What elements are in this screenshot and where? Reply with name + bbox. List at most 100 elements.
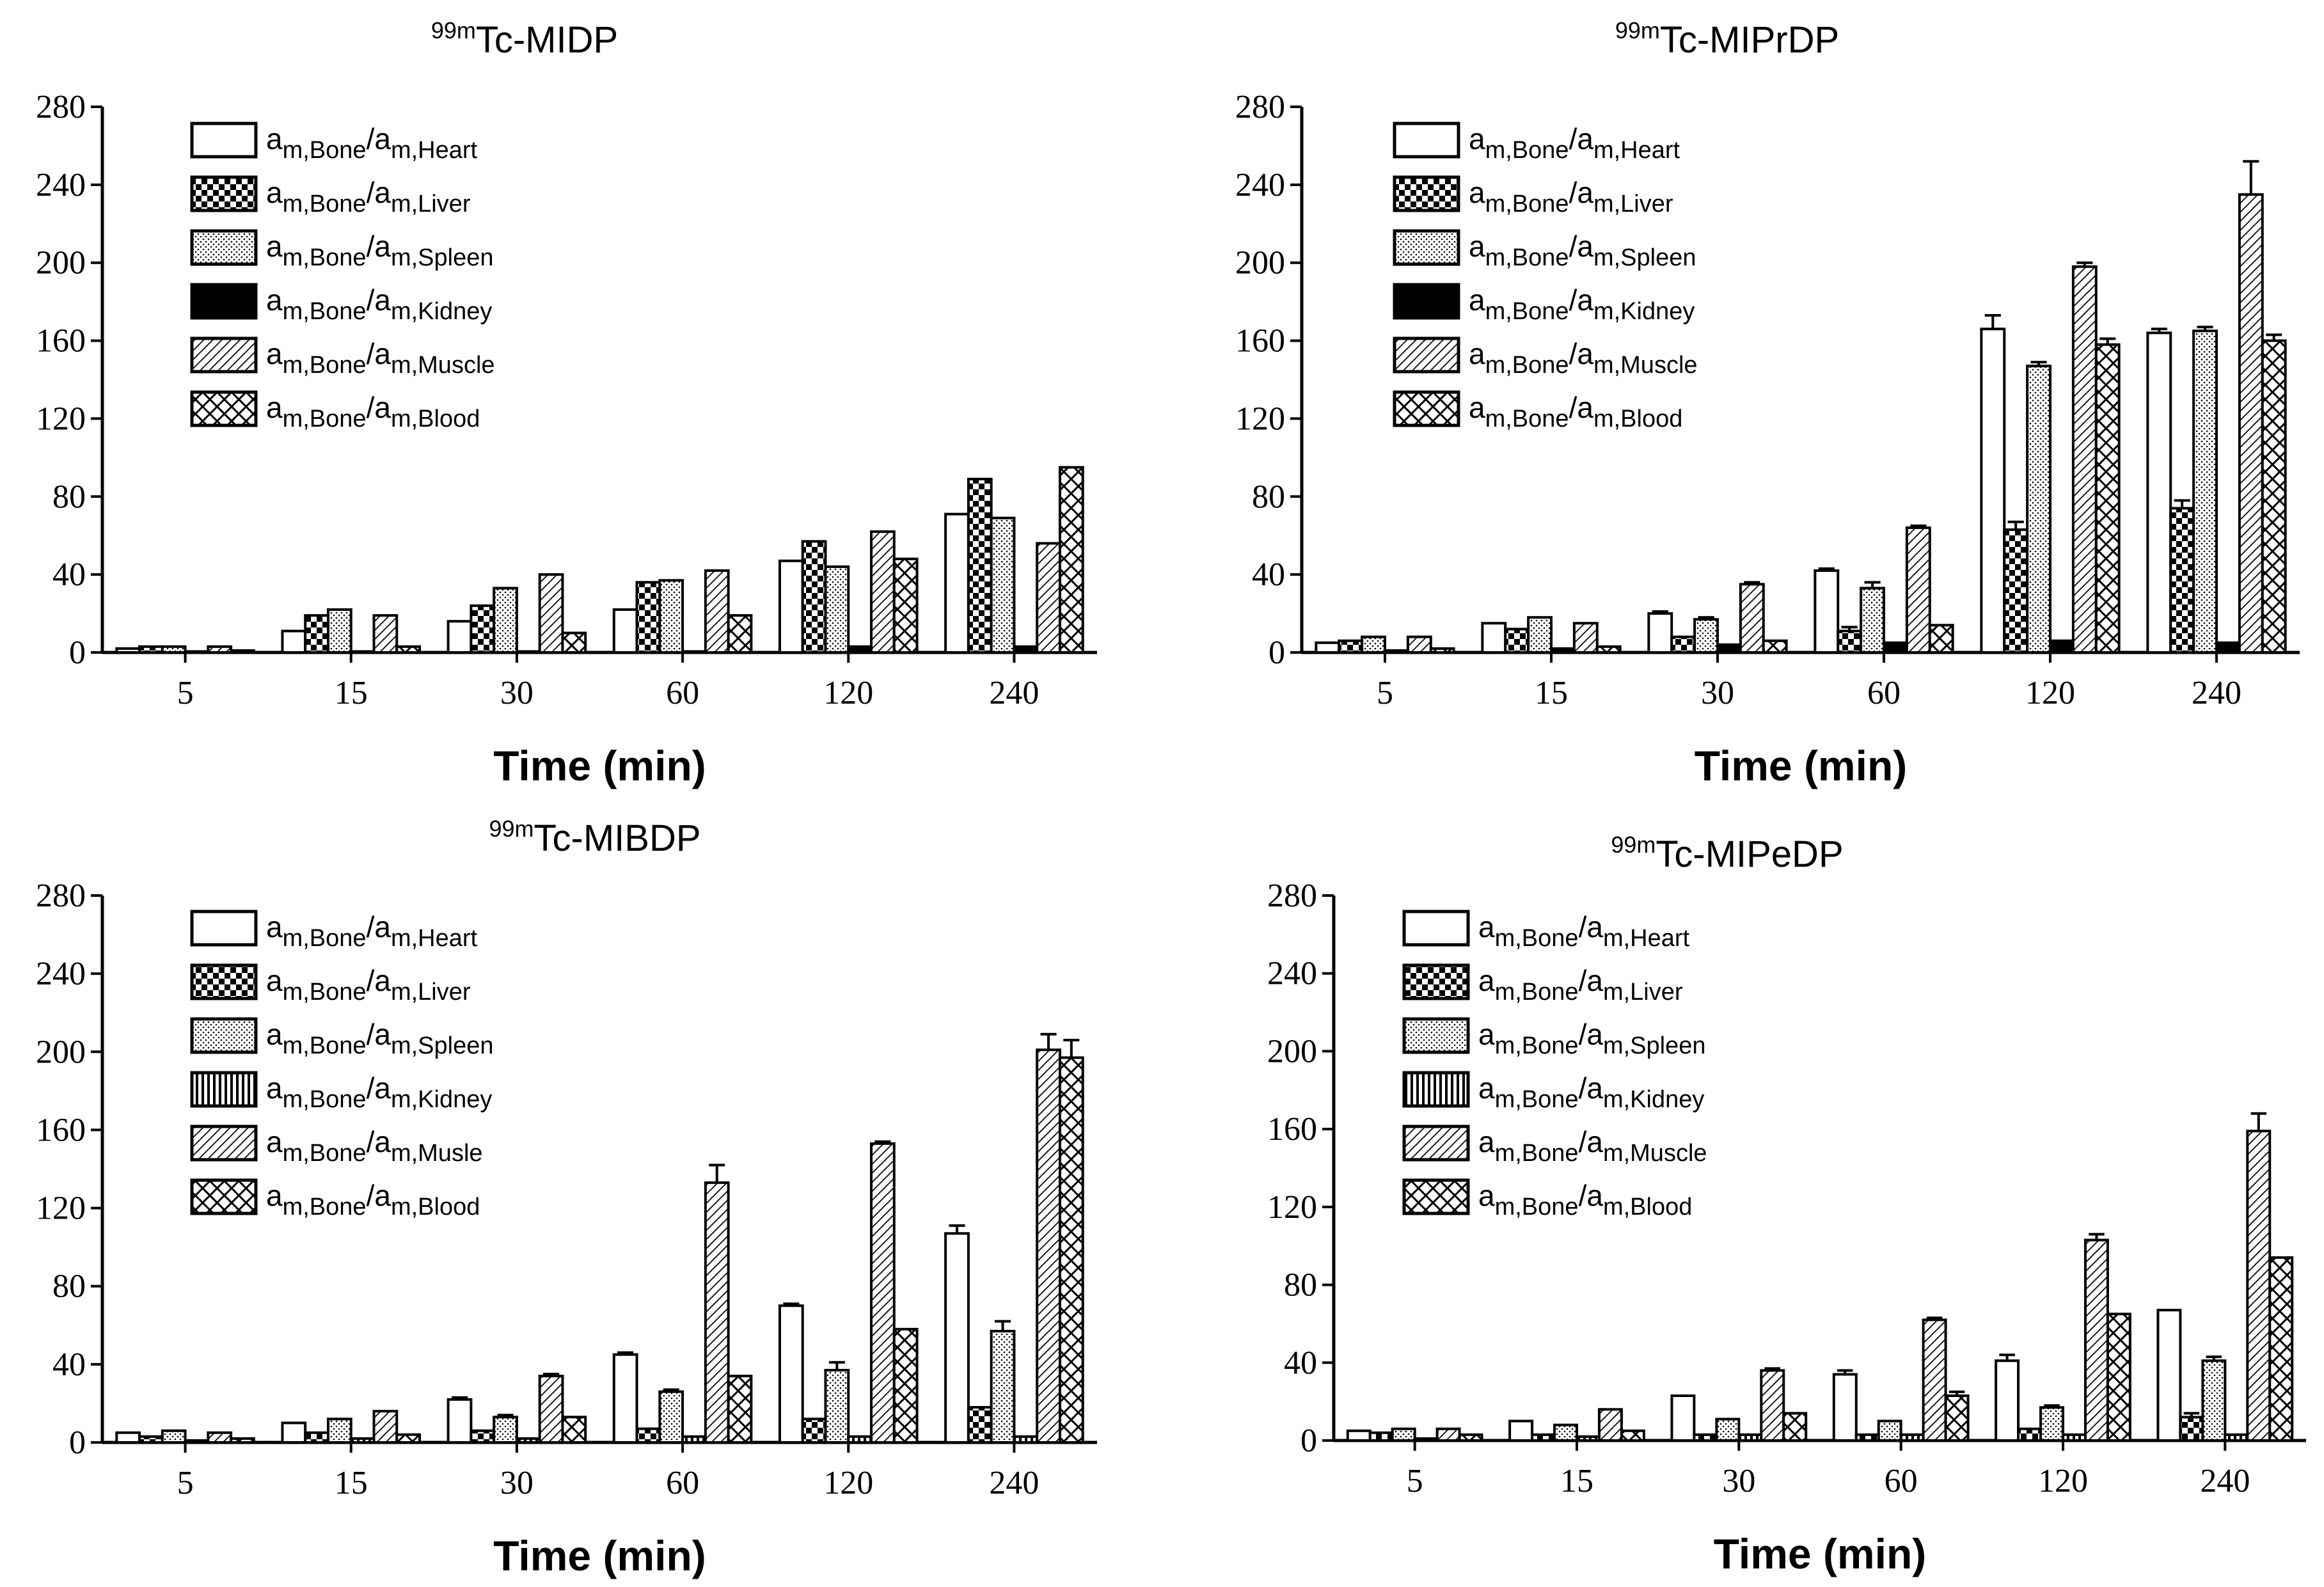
bar-heart-240 — [2146, 331, 2172, 654]
bar-liver-60 — [635, 581, 661, 654]
legend-label-spleen: am,Bone/am,Spleen — [266, 1018, 493, 1059]
legend-swatch-liver — [1393, 175, 1460, 212]
bar-muscle-15 — [1597, 1408, 1623, 1442]
bar-liver-5 — [138, 645, 164, 654]
bar-blood-30 — [561, 631, 587, 654]
bar-spleen-15 — [1527, 616, 1553, 654]
bar-spleen-15 — [326, 608, 352, 654]
bar-liver-240 — [967, 477, 993, 654]
bar-kidney-120 — [847, 1435, 873, 1444]
bar-spleen-60 — [658, 579, 684, 654]
bar-spleen-30 — [1715, 1417, 1741, 1442]
legend-swatch-spleen — [190, 229, 258, 266]
x-tick-label: 120 — [2025, 675, 2075, 711]
chart-panel-4: 99mTc-MIPeDP 0 40 80 120 160 200 240 280 5 15 30 60 1… — [1267, 832, 2306, 1577]
bar-muscle-5 — [1406, 635, 1432, 654]
x-axis-label: Time (min) — [493, 742, 706, 789]
bar-heart-60 — [1814, 569, 1840, 654]
x-tick-label: 15 — [335, 675, 368, 711]
legend-label-liver: am,Bone/am,Liver — [1469, 176, 1673, 217]
bar-spleen-15 — [1553, 1423, 1579, 1442]
bar-spleen-60 — [658, 1390, 684, 1444]
chart-panel-3: 99mTc-MIBDP 0 40 80 120 160 200 240 280 5 15 30 60 12… — [36, 816, 1097, 1579]
x-tick-label: 240 — [2200, 1463, 2250, 1499]
bar-blood-240 — [2268, 1256, 2294, 1442]
bar-kidney-240 — [1013, 645, 1039, 654]
legend-swatch-heart — [190, 910, 258, 947]
legend-swatch-liver — [190, 175, 258, 212]
y-tick-label: 0 — [1269, 635, 1285, 671]
bar-blood-15 — [395, 645, 422, 654]
chart-title: 99mTc-MIPeDP — [1611, 832, 1843, 875]
bar-spleen-30 — [1693, 618, 1719, 654]
bar-kidney-60 — [681, 650, 707, 654]
chart-title: 99mTc-MIBDP — [489, 816, 700, 859]
y-tick-label: 120 — [36, 1190, 86, 1227]
bar-heart-120 — [1995, 1359, 2020, 1442]
bar-muscle-240 — [1036, 542, 1061, 654]
bar-muscle-30 — [538, 573, 564, 654]
x-tick-label: 60 — [1867, 675, 1901, 711]
bar-kidney-5 — [184, 1439, 210, 1444]
legend-label-kidney: am,Bone/am,Kidney — [1478, 1071, 1704, 1113]
bar-blood-60 — [1944, 1394, 1970, 1442]
y-tick-label: 240 — [1235, 167, 1285, 203]
legend-label-blood: am,Bone/am,Blood — [1478, 1179, 1692, 1220]
x-tick-label: 120 — [823, 1465, 873, 1501]
x-tick-label: 120 — [2038, 1463, 2088, 1499]
bar-liver-15 — [304, 614, 329, 654]
bar-spleen-240 — [990, 516, 1016, 654]
legend: am,Bone/am,Heart am,Bone/am,Liver am,Bone/… — [190, 910, 493, 1220]
bar-heart-60 — [612, 1353, 638, 1444]
bar-blood-30 — [1762, 639, 1788, 654]
y-tick-label: 240 — [36, 167, 86, 203]
bar-liver-30 — [470, 1429, 496, 1444]
bar-heart-15 — [281, 1421, 307, 1444]
bar-kidney-15 — [1550, 647, 1576, 654]
bar-heart-15 — [1481, 622, 1507, 654]
bar-musle-30 — [538, 1375, 564, 1444]
bar-liver-60 — [635, 1427, 661, 1444]
bar-liver-5 — [1338, 639, 1364, 654]
y-tick-label: 40 — [52, 557, 86, 593]
y-tick-label: 200 — [36, 245, 86, 281]
x-tick-label: 240 — [989, 1465, 1039, 1501]
legend-swatch-liver — [190, 963, 258, 1000]
bar-kidney-5 — [184, 650, 210, 654]
bar-liver-5 — [138, 1435, 164, 1444]
x-tick-label: 5 — [1377, 675, 1393, 711]
chart-panel-2: 99mTc-MIPrDP 0 40 80 120 160 200 240 280 5 15 30 60 1… — [1235, 17, 2300, 789]
bar-heart-240 — [944, 512, 970, 654]
bar-muscle-30 — [1739, 583, 1765, 654]
bar-blood-120 — [2094, 343, 2121, 654]
bar-liver-60 — [1837, 629, 1863, 654]
y-tick-label: 160 — [1267, 1111, 1317, 1148]
legend-label-musle: am,Bone/am,Musle — [266, 1125, 483, 1167]
bar-spleen-120 — [2026, 365, 2052, 654]
x-axis-label: Time (min) — [1695, 742, 1907, 789]
x-tick-label: 15 — [1535, 675, 1568, 711]
bar-liver-120 — [2017, 1427, 2043, 1442]
bar-musle-120 — [870, 1142, 896, 1444]
x-tick-label: 30 — [500, 1465, 534, 1501]
bar-liver-240 — [2169, 507, 2195, 654]
x-tick-label: 30 — [1701, 675, 1734, 711]
bar-heart-240 — [944, 1232, 970, 1444]
bar-kidney-120 — [2062, 1433, 2087, 1442]
y-tick-label: 40 — [52, 1346, 86, 1383]
bar-liver-120 — [801, 1417, 827, 1444]
legend-label-blood: am,Bone/am,Blood — [1469, 391, 1682, 432]
y-tick-label: 240 — [1267, 956, 1317, 992]
bar-blood-30 — [561, 1416, 587, 1444]
bar-spleen-120 — [824, 565, 850, 654]
bar-blood-60 — [1928, 624, 1954, 654]
legend-swatch-liver — [1402, 963, 1470, 1000]
bar-heart-30 — [1647, 612, 1673, 654]
chart-panels: 99mTc-MIDP 0 40 80 120 160 200 240 280 5 15 30 60 120… — [36, 17, 2306, 1579]
bar-heart-120 — [778, 559, 804, 654]
legend-swatch-kidney — [190, 1071, 258, 1108]
bar-spleen-5 — [161, 645, 187, 654]
bar-muscle-240 — [2238, 193, 2264, 654]
bar-musle-240 — [1036, 1048, 1061, 1444]
bar-musle-60 — [704, 1181, 730, 1444]
